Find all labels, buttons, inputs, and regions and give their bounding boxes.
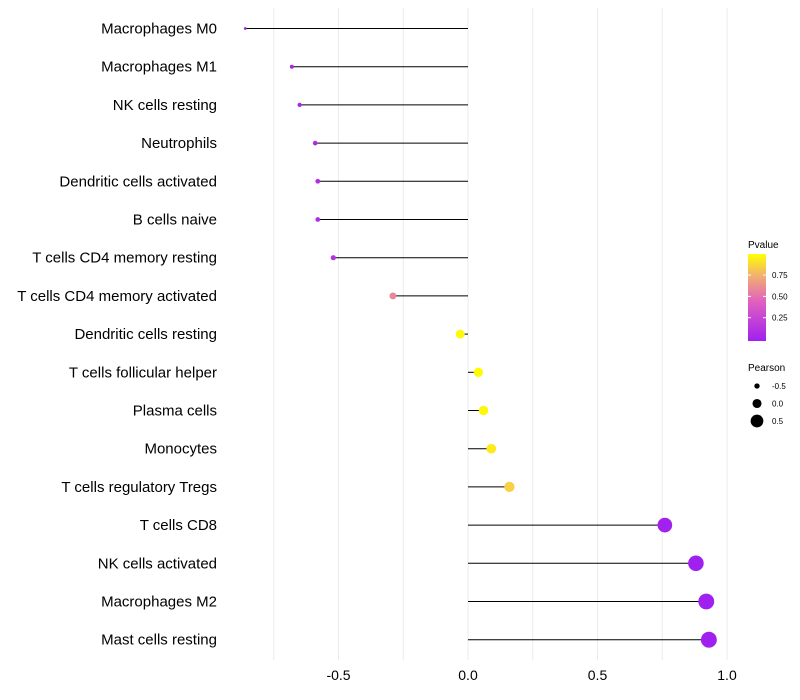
category-label: Macrophages M2 <box>101 594 217 611</box>
y-axis-category-labels: Macrophages M0 Macrophages M1 NK cells res… <box>17 21 217 649</box>
lollipop-point <box>315 178 321 184</box>
category-label: T cells follicular helper <box>69 364 217 381</box>
category-label: Macrophages M1 <box>101 59 217 76</box>
lollipop-point <box>486 443 497 454</box>
size-legend-point <box>750 414 764 428</box>
category-label: Plasma cells <box>133 403 217 420</box>
lollipop-point <box>478 405 489 416</box>
x-tick-label: 0.0 <box>458 667 478 683</box>
lollipop-stems <box>245 28 709 641</box>
category-label: Macrophages M0 <box>101 21 217 38</box>
lollipop-point <box>289 64 294 69</box>
category-label: T cells CD4 memory activated <box>17 288 217 305</box>
size-legend-label: 0.5 <box>772 417 784 426</box>
lollipop-point <box>315 217 321 222</box>
category-label: T cells CD8 <box>140 517 217 534</box>
colorbar-tick-label: 0.25 <box>772 314 788 323</box>
category-label: B cells naive <box>133 212 217 229</box>
lollipop-point <box>698 593 715 610</box>
x-axis-tick-labels: -0.5 0.0 0.5 1.0 <box>326 667 737 683</box>
lollipop-point <box>700 631 717 648</box>
category-label: NK cells resting <box>113 97 217 114</box>
lollipop-point <box>312 140 318 146</box>
x-tick-label: -0.5 <box>326 667 350 683</box>
pearson-legend: Pearson -0.5 0.0 0.5 <box>748 363 786 428</box>
size-legend-point <box>754 383 760 389</box>
lollipop-point <box>389 292 397 300</box>
lollipop-point <box>473 367 484 377</box>
colorbar-tick-label: 0.50 <box>772 292 788 301</box>
category-label: Mast cells resting <box>101 632 217 649</box>
lollipop-point <box>330 255 336 261</box>
x-tick-label: 0.5 <box>588 667 608 683</box>
category-label: NK cells activated <box>98 555 217 572</box>
pvalue-legend: Pvalue 0.25 0.50 0.75 <box>748 240 788 341</box>
lollipop-point <box>243 27 247 30</box>
lollipop-point <box>297 102 302 108</box>
pvalue-legend-title: Pvalue <box>748 240 779 251</box>
category-label: T cells regulatory Tregs <box>61 479 217 496</box>
colorbar-tick-label: 0.75 <box>772 271 788 280</box>
size-legend-label: -0.5 <box>772 382 786 391</box>
category-label: T cells CD4 memory resting <box>32 250 217 267</box>
pearson-legend-title: Pearson <box>748 363 785 374</box>
category-label: Neutrophils <box>141 135 217 152</box>
lollipop-point <box>504 481 515 493</box>
pvalue-colorbar <box>748 254 766 341</box>
lollipop-points <box>243 27 717 648</box>
size-legend-label: 0.0 <box>772 400 784 409</box>
gridlines <box>273 8 728 660</box>
category-label: Dendritic cells activated <box>59 173 217 190</box>
category-label: Monocytes <box>144 441 217 458</box>
size-legend-point <box>752 398 762 409</box>
category-label: Dendritic cells resting <box>74 326 217 343</box>
lollipop-point <box>455 329 465 339</box>
x-tick-label: 1.0 <box>717 667 737 683</box>
lollipop-point <box>688 555 704 572</box>
lollipop-point <box>657 517 673 533</box>
